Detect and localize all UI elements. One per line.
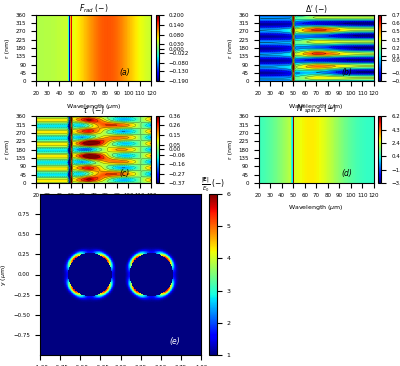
Title: $\frac{|\mathbf{E}|}{E_0}$ $(-)$: $\frac{|\mathbf{E}|}{E_0}$ $(-)$: [201, 175, 225, 194]
X-axis label: Wavelength ($\mu$m): Wavelength ($\mu$m): [66, 102, 122, 111]
Y-axis label: r (nm): r (nm): [228, 38, 233, 58]
Title: $N'_{spin,z}$ $(-)$: $N'_{spin,z}$ $(-)$: [296, 103, 337, 116]
X-axis label: Wavelength ($\mu$m): Wavelength ($\mu$m): [66, 203, 122, 212]
Text: (d): (d): [342, 169, 352, 178]
Text: (c): (c): [119, 169, 129, 178]
Text: (b): (b): [342, 68, 352, 77]
Text: (e): (e): [169, 337, 180, 346]
Y-axis label: r (nm): r (nm): [228, 140, 233, 159]
Text: (a): (a): [119, 68, 130, 77]
Y-axis label: r (nm): r (nm): [5, 38, 10, 58]
Y-axis label: r (nm): r (nm): [5, 140, 10, 159]
Y-axis label: y ($\mu$m): y ($\mu$m): [0, 264, 8, 285]
X-axis label: Wavelength ($\mu$m): Wavelength ($\mu$m): [288, 102, 344, 111]
Title: $\tau'$ $(-)$: $\tau'$ $(-)$: [82, 104, 105, 116]
X-axis label: Wavelength ($\mu$m): Wavelength ($\mu$m): [288, 203, 344, 212]
Title: $\Delta'$ $(-)$: $\Delta'$ $(-)$: [305, 3, 328, 15]
Title: $F_{rad}$ $(-)$: $F_{rad}$ $(-)$: [79, 2, 108, 15]
